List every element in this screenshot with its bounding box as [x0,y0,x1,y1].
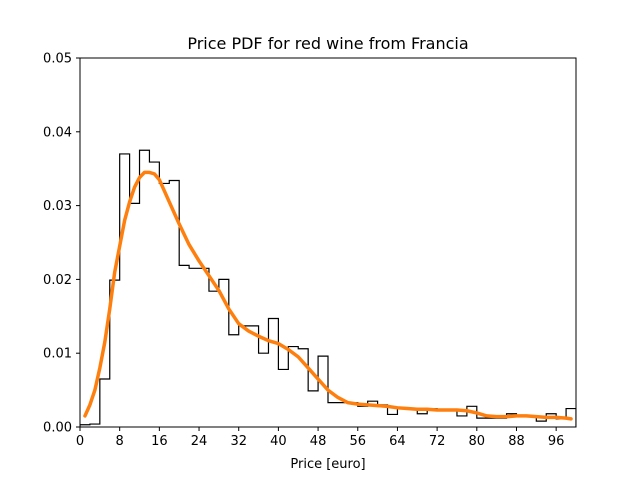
histogram-series [80,149,576,427]
x-tick-label: 56 [349,434,366,449]
y-tick-label: 0.04 [43,125,72,140]
kde-curve [83,170,573,421]
x-tick-label: 48 [310,434,327,449]
x-tick-label: 40 [270,434,287,449]
plot-area: 0 8 16 24 32 40 48 56 64 72 80 88 96 0.00 0.01 0.02 0.03… [43,52,577,449]
y-tick-label: 0.03 [43,199,72,214]
x-tick-label: 80 [469,434,486,449]
x-tick-label: 16 [151,434,168,449]
axes-frame [79,57,577,428]
y-tick-label: 0.01 [43,347,72,362]
x-tick-label: 32 [230,434,247,449]
y-tick-label: 0.05 [43,52,72,67]
y-tick-label: 0.00 [43,421,72,436]
x-tick-label: 24 [191,434,208,449]
chart-title: Price PDF for red wine from Francia [187,34,468,53]
y-tick-label: 0.02 [43,273,72,288]
x-tick-label: 72 [429,434,446,449]
x-tick-label: 88 [508,434,525,449]
x-tick-label: 64 [389,434,406,449]
x-tick-label: 96 [548,434,565,449]
x-tick-label: 8 [116,434,124,449]
x-axis-label: Price [euro] [290,457,365,472]
x-tick-label: 0 [76,434,84,449]
